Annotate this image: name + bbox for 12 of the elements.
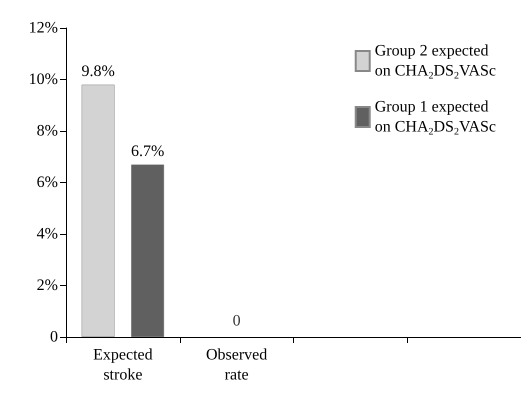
y-tick-label: 4% (36, 226, 58, 242)
x-tick-label: Observed rate (206, 346, 268, 384)
y-tick-label: 6% (36, 174, 58, 191)
annotation: 0 (232, 312, 241, 330)
data-label: 9.8% (81, 63, 115, 80)
y-tick-label: 8% (36, 122, 58, 140)
y-tick-label: 12% (28, 20, 58, 36)
data-label: 6.7% (130, 142, 164, 160)
y-tick-label: 2% (36, 277, 58, 294)
y-tick-label: 10% (28, 71, 58, 88)
y-tick-label: 0 (50, 328, 58, 346)
x-tick-label: Expected stroke (93, 346, 153, 384)
